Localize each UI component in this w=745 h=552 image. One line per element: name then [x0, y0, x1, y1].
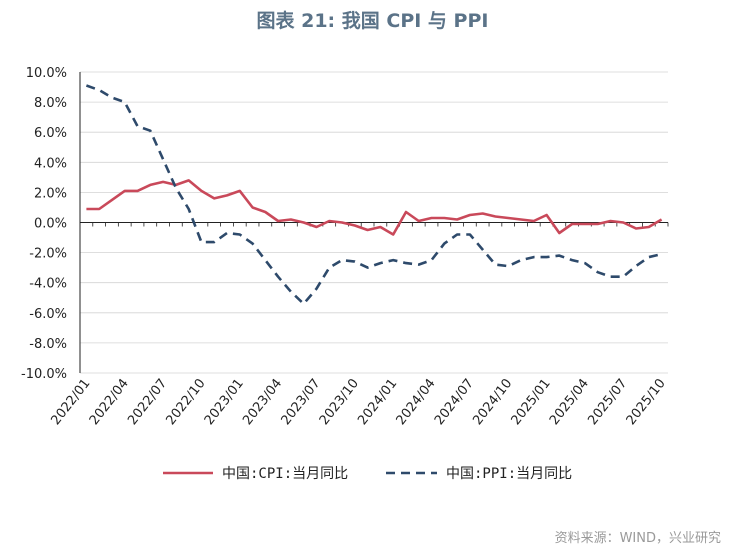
x-tick-label: 2024/01: [355, 376, 400, 428]
y-tick-label: -4.0%: [29, 277, 67, 292]
y-tick-label: 0.0%: [34, 217, 67, 232]
x-tick-label: 2023/04: [240, 376, 285, 428]
x-tick-label: 2024/10: [470, 376, 515, 428]
x-tick-label: 2023/01: [202, 376, 247, 428]
y-tick-label: 8.0%: [34, 96, 67, 111]
x-tick-label: 2023/10: [317, 376, 362, 428]
legend-cpi-label: 中国:CPI:当月同比: [222, 466, 348, 482]
y-tick-label: -10.0%: [21, 367, 67, 382]
series-layer: [85, 84, 663, 306]
y-tick-label: 10.0%: [26, 66, 67, 81]
axis-layer: 10.0% 8.0% 6.0% 4.0% 2.0% 0.0% -2.0% -4.0% -6.0%…: [21, 66, 669, 428]
x-tick-label: 2022/07: [125, 376, 170, 428]
x-tick-label: 2024/07: [432, 376, 477, 428]
y-tick-label: -8.0%: [29, 337, 67, 352]
y-tick-label: -6.0%: [29, 307, 67, 322]
ppi-series-line: [85, 84, 662, 306]
y-tick-label: 2.0%: [34, 186, 67, 201]
x-tick-label: 2025/01: [509, 376, 554, 428]
chart-title: 图表 21: 我国 CPI 与 PPI: [256, 10, 489, 32]
x-tick-label: 2025/07: [585, 376, 630, 428]
x-tick-label: 2022/10: [164, 376, 209, 428]
x-tick-label: 2024/04: [394, 376, 439, 428]
x-tick-label: 2023/07: [279, 376, 324, 428]
legend: 中国:CPI:当月同比 中国:PPI:当月同比: [163, 466, 572, 482]
x-tick-label: 2022/01: [48, 376, 93, 428]
x-tick-label: 2025/04: [547, 376, 592, 428]
y-tick-label: 4.0%: [34, 156, 67, 171]
x-tick-label: 2025/10: [624, 376, 669, 428]
y-tick-label: 6.0%: [34, 126, 67, 141]
x-tick-label: 2022/04: [87, 376, 132, 428]
source-note: 资料来源：WIND，兴业研究: [554, 531, 721, 546]
legend-ppi-label: 中国:PPI:当月同比: [446, 466, 572, 482]
grid-layer: [80, 71, 668, 374]
cpi-series-line: [86, 179, 663, 236]
y-tick-label: -2.0%: [29, 247, 67, 262]
